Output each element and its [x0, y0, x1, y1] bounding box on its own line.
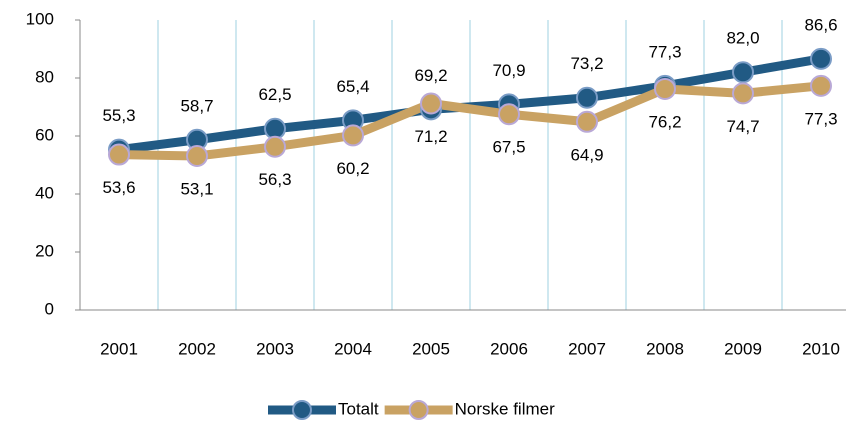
y-tick-label: 20 — [35, 241, 54, 260]
data-label: 53,1 — [180, 179, 213, 198]
data-label: 70,9 — [492, 61, 525, 80]
data-label: 65,4 — [336, 77, 369, 96]
x-tick-label: 2003 — [256, 339, 294, 358]
point — [186, 145, 208, 168]
point — [810, 47, 832, 70]
x-tick-label: 2002 — [178, 339, 216, 358]
point — [732, 61, 754, 84]
x-tick-label: 2001 — [100, 339, 138, 358]
point — [654, 78, 676, 101]
x-tick-label: 2005 — [412, 339, 450, 358]
data-label: 82,0 — [726, 29, 759, 48]
x-tick-label: 2006 — [490, 339, 528, 358]
point — [576, 86, 598, 109]
legend-label: Totalt — [338, 399, 379, 418]
legend-marker — [408, 400, 429, 420]
point — [498, 103, 520, 126]
data-label: 56,3 — [258, 170, 291, 189]
x-tick-label: 2004 — [334, 339, 372, 358]
data-label: 76,2 — [648, 113, 681, 132]
point — [810, 74, 832, 97]
point — [732, 82, 754, 105]
point — [264, 135, 286, 158]
data-label: 58,7 — [180, 96, 213, 115]
data-label: 77,3 — [804, 109, 837, 128]
point — [576, 110, 598, 133]
data-label: 73,2 — [570, 54, 603, 73]
data-label: 74,7 — [726, 117, 759, 136]
point — [420, 92, 442, 115]
x-tick-label: 2009 — [724, 339, 762, 358]
point — [342, 124, 364, 147]
data-label: 71,2 — [414, 127, 447, 146]
x-tick-label: 2007 — [568, 339, 606, 358]
legend-marker — [292, 400, 312, 420]
data-label: 60,2 — [336, 159, 369, 178]
point — [108, 143, 130, 166]
x-tick-label: 2008 — [646, 339, 684, 358]
data-label: 69,2 — [414, 66, 447, 85]
data-label: 53,6 — [102, 178, 135, 197]
data-label: 62,5 — [258, 85, 291, 104]
y-tick-label: 80 — [35, 67, 54, 86]
y-tick-label: 40 — [35, 183, 54, 202]
data-label: 67,5 — [492, 138, 525, 157]
x-tick-label: 2010 — [802, 339, 840, 358]
legend-label: Norske filmer — [455, 399, 555, 418]
y-tick-label: 100 — [26, 9, 54, 28]
data-label: 64,9 — [570, 145, 603, 164]
data-label: 86,6 — [804, 15, 837, 34]
data-label: 55,3 — [102, 106, 135, 125]
data-label: 77,3 — [648, 42, 681, 61]
y-tick-label: 60 — [35, 125, 54, 144]
y-tick-label: 0 — [45, 299, 54, 318]
series-line — [118, 81, 822, 161]
